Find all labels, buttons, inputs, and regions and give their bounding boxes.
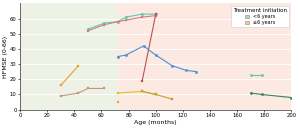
Bar: [20, 3, 118, 110]
Bar: [118, 3, 292, 110]
Y-axis label: HFMSE (0-66): HFMSE (0-66): [4, 35, 8, 78]
X-axis label: Age (months): Age (months): [134, 120, 177, 125]
Legend: <6 years, ≥6 years: <6 years, ≥6 years: [231, 6, 289, 27]
